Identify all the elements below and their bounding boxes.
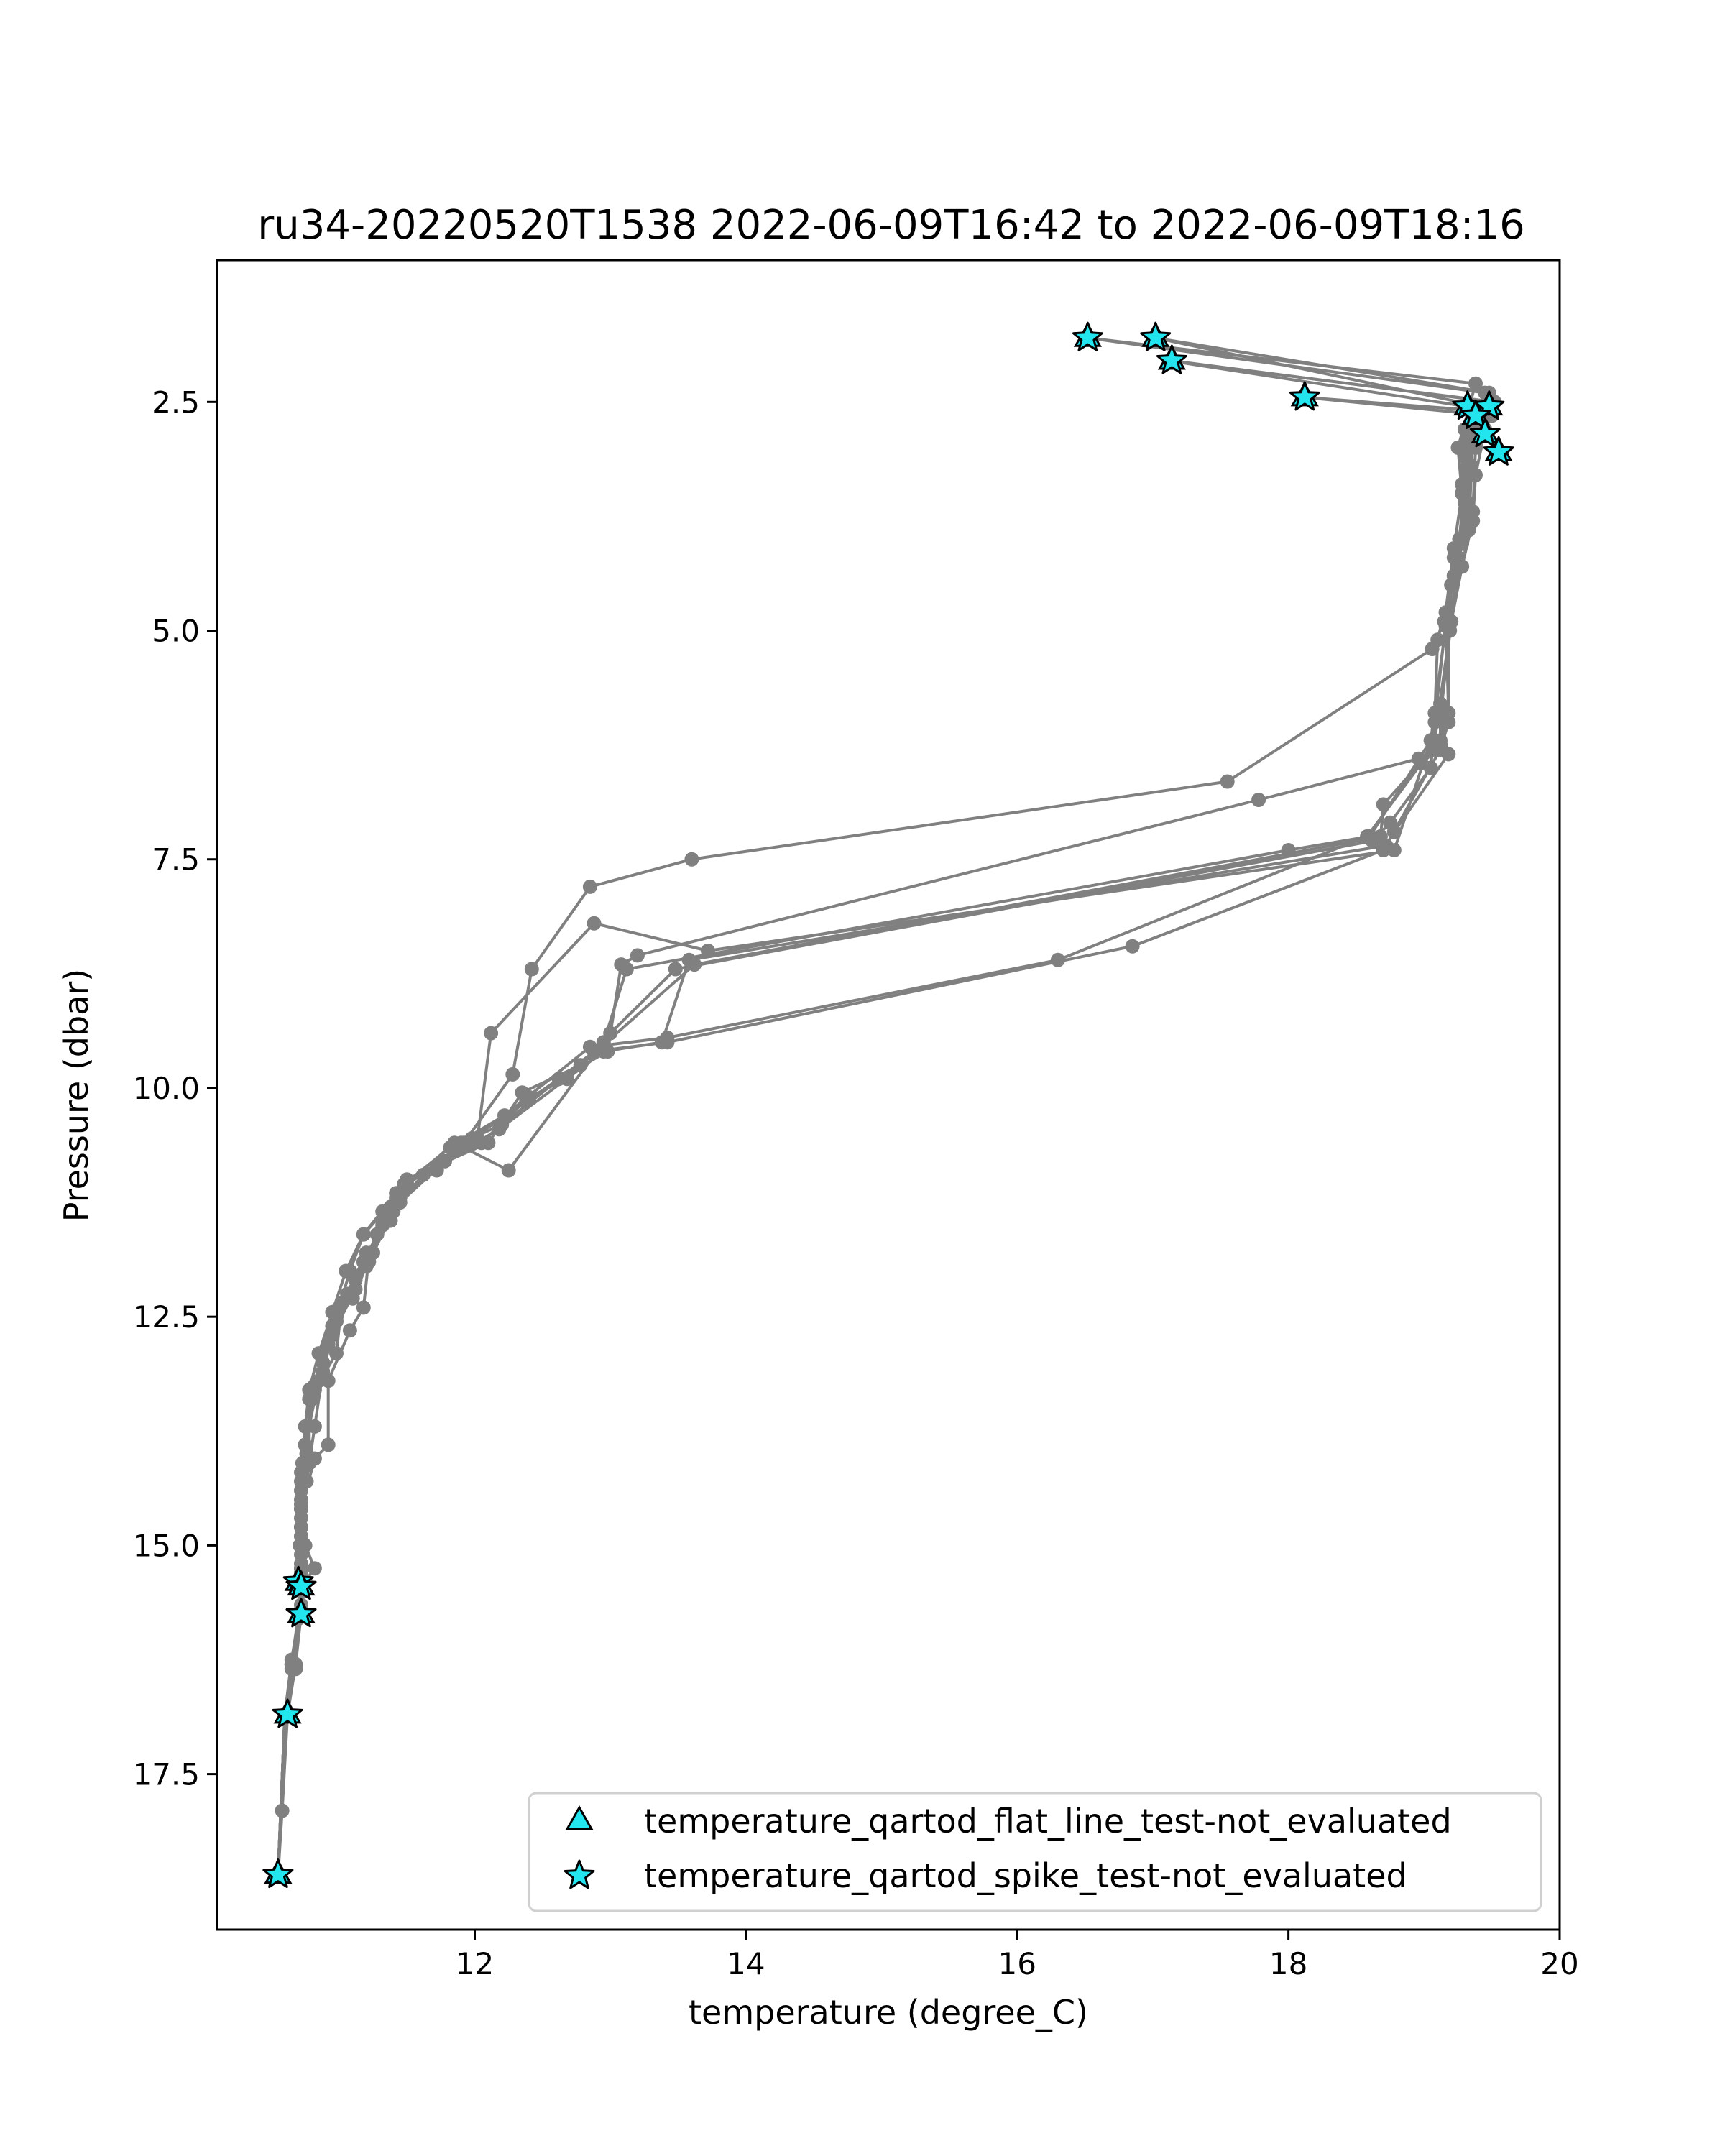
x-tick-label: 16 — [998, 1946, 1036, 1981]
data-point — [701, 944, 715, 958]
data-point — [294, 1529, 308, 1544]
data-point — [1125, 939, 1140, 954]
data-point — [356, 1300, 371, 1315]
data-point — [668, 962, 683, 977]
data-point — [447, 1135, 462, 1151]
data-point — [392, 1195, 408, 1210]
triangle-marker — [565, 1805, 594, 1830]
data-point — [285, 1657, 300, 1672]
x-axis-ticks: 12 14 16 18 20 — [456, 1930, 1579, 1981]
spike-flag-marker — [1156, 344, 1187, 374]
data-point — [321, 1373, 336, 1388]
y-axis-ticks: 2.5 5.0 7.5 10.0 12.5 15.0 17.5 — [132, 384, 217, 1792]
data-point — [1379, 838, 1394, 853]
y-tick-label: 7.5 — [152, 842, 200, 877]
data-point — [470, 1131, 485, 1146]
legend-box — [528, 1792, 1542, 1912]
x-tick-label: 14 — [727, 1946, 765, 1981]
data-point — [305, 1391, 320, 1406]
spike-flag-marker — [1140, 321, 1172, 351]
data-point — [356, 1227, 371, 1242]
chart-title: ru34-20220520T1538 2022-06-09T16:42 to 2… — [257, 202, 1524, 249]
y-tick-label: 5.0 — [152, 614, 200, 649]
data-point — [321, 1437, 336, 1452]
data-point — [1444, 614, 1459, 629]
x-tick-label: 20 — [1540, 1946, 1578, 1981]
data-point — [619, 962, 634, 977]
spike-flag-marker — [1289, 381, 1320, 411]
legend-star-marker — [564, 1859, 595, 1889]
data-point — [307, 1561, 322, 1576]
data-point — [484, 1026, 499, 1041]
spike-flag-marker — [262, 1858, 294, 1889]
data-point — [1433, 710, 1448, 725]
data-point — [1464, 440, 1479, 455]
data-point — [1362, 829, 1377, 844]
y-tick-label: 2.5 — [152, 384, 200, 420]
data-point — [492, 1122, 507, 1137]
star-marker — [564, 1859, 595, 1889]
data-point — [1468, 376, 1483, 391]
spike-flag-marker — [1072, 321, 1103, 351]
data-point — [1430, 632, 1445, 648]
spike-flag-marker — [272, 1698, 303, 1728]
data-point — [524, 962, 539, 977]
data-point — [299, 1447, 314, 1462]
data-point — [1251, 793, 1266, 807]
data-point — [294, 1483, 308, 1498]
data-point — [1466, 513, 1481, 528]
data-point — [1441, 747, 1456, 762]
data-point — [654, 1035, 669, 1050]
data-point — [684, 852, 699, 867]
legend: temperature_qartod_flat_line_test-not_ev… — [528, 1792, 1542, 1912]
spike-flag-marker — [285, 1570, 317, 1600]
data-point — [369, 1227, 385, 1242]
x-tick-label: 18 — [1269, 1946, 1307, 1981]
data-point — [329, 1314, 344, 1329]
x-axis-label: temperature (degree_C) — [689, 1993, 1088, 2032]
legend-label-spike: temperature_qartod_spike_test-not_evalua… — [644, 1856, 1407, 1895]
data-point — [1386, 824, 1402, 839]
data-point — [596, 1044, 611, 1059]
spike-flag-marker — [285, 1598, 317, 1628]
data-point — [1220, 774, 1235, 789]
data-point — [1468, 468, 1483, 483]
spike-flag-marker — [1483, 436, 1514, 466]
data-point — [316, 1355, 331, 1370]
y-tick-label: 15.0 — [132, 1528, 200, 1563]
y-tick-label: 10.0 — [132, 1071, 200, 1106]
data-point — [1460, 495, 1475, 510]
data-point — [681, 952, 696, 967]
data-point — [1423, 733, 1438, 748]
data-point — [1455, 559, 1470, 574]
data-point — [586, 916, 602, 931]
spike-flag-marker — [1460, 399, 1491, 429]
plot-frame — [216, 259, 1561, 1931]
y-axis-label: Pressure (dbar) — [57, 969, 96, 1222]
y-tick-label: 17.5 — [132, 1757, 200, 1792]
data-point — [630, 948, 645, 963]
data-point — [582, 879, 597, 894]
data-point — [1281, 843, 1296, 857]
data-point — [438, 1153, 452, 1169]
data-point — [505, 1067, 520, 1082]
legend-triangle-marker — [565, 1805, 594, 1830]
data-point — [339, 1263, 354, 1279]
data-point — [501, 1163, 516, 1178]
y-tick-label: 12.5 — [132, 1299, 200, 1335]
spike-flag-marker — [1469, 418, 1501, 448]
data-point — [342, 1323, 357, 1338]
legend-label-flat-line: temperature_qartod_flat_line_test-not_ev… — [644, 1802, 1452, 1841]
x-tick-label: 12 — [456, 1946, 494, 1981]
flagged-points — [262, 321, 1514, 1889]
data-point — [348, 1273, 363, 1288]
